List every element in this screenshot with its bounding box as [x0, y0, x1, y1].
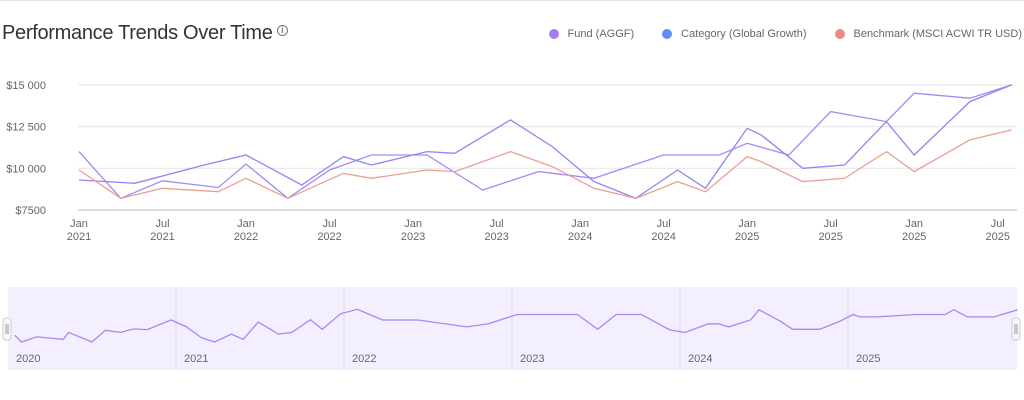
navigator-series-line — [14, 308, 1018, 343]
x-tick-month: Jul — [991, 218, 1005, 230]
navigator-year-label: 2021 — [184, 353, 208, 365]
navigator-left-handle[interactable] — [2, 317, 12, 341]
x-tick-month: Jan — [905, 218, 923, 230]
x-tick-year: 2021 — [150, 231, 174, 243]
y-tick-label: $10 000 — [6, 163, 46, 175]
legend-item-benchmark[interactable]: Benchmark (MSCI ACWI TR USD) — [834, 28, 1023, 40]
legend: Fund (AGGF) Category (Global Growth) Ben… — [548, 28, 1023, 40]
series-line-fund — [78, 84, 1012, 200]
legend-item-fund[interactable]: Fund (AGGF) — [548, 28, 635, 40]
x-tick-year: 2023 — [484, 231, 508, 243]
y-tick-label: $12 500 — [6, 122, 46, 134]
chart-title: Performance Trends Over Time i — [2, 22, 288, 45]
legend-item-category[interactable]: Category (Global Growth) — [662, 28, 807, 40]
x-tick-month: Jan — [738, 218, 756, 230]
x-tick-month: Jan — [571, 218, 589, 230]
x-tick-month: Jan — [70, 218, 88, 230]
y-tick-label: $15 000 — [6, 80, 46, 92]
navigator-year-label: 2024 — [688, 353, 712, 365]
x-tick-month: Jul — [155, 218, 169, 230]
title-text: Performance Trends Over Time — [2, 22, 273, 44]
y-tick-label: $7500 — [15, 205, 46, 217]
legend-label: Benchmark (MSCI ACWI TR USD) — [853, 28, 1023, 40]
x-tick-year: 2025 — [985, 231, 1009, 243]
legend-dot-icon — [834, 29, 845, 39]
x-tick-year: 2022 — [317, 231, 341, 243]
navigator-year-label: 2020 — [16, 353, 40, 365]
legend-dot-icon — [548, 29, 559, 39]
x-tick-month: Jul — [824, 218, 838, 230]
navigator-year-label: 2025 — [856, 353, 880, 365]
navigator-year-label: 2022 — [352, 353, 376, 365]
x-tick-year: 2025 — [818, 231, 842, 243]
x-tick-year: 2024 — [651, 231, 675, 243]
legend-label: Category (Global Growth) — [681, 28, 807, 40]
x-tick-year: 2021 — [67, 231, 91, 243]
info-circle-icon[interactable]: i — [276, 25, 288, 36]
navigator-right-handle[interactable] — [1011, 317, 1021, 341]
legend-label: Fund (AGGF) — [567, 28, 635, 40]
x-tick-year: 2024 — [568, 231, 592, 243]
x-tick-month: Jul — [323, 218, 337, 230]
navigator-year-label: 2023 — [520, 353, 544, 365]
x-tick-month: Jul — [490, 218, 504, 230]
series-line-category — [78, 84, 1012, 200]
x-tick-year: 2022 — [234, 231, 258, 243]
x-tick-year: 2023 — [401, 231, 425, 243]
series-line-benchmark — [78, 129, 1012, 200]
top-divider — [0, 0, 1024, 1]
x-tick-month: Jul — [657, 218, 671, 230]
legend-dot-icon — [662, 29, 673, 39]
x-tick-month: Jan — [404, 218, 422, 230]
x-tick-year: 2025 — [735, 231, 759, 243]
x-tick-year: 2025 — [902, 231, 926, 243]
x-tick-month: Jan — [237, 218, 255, 230]
